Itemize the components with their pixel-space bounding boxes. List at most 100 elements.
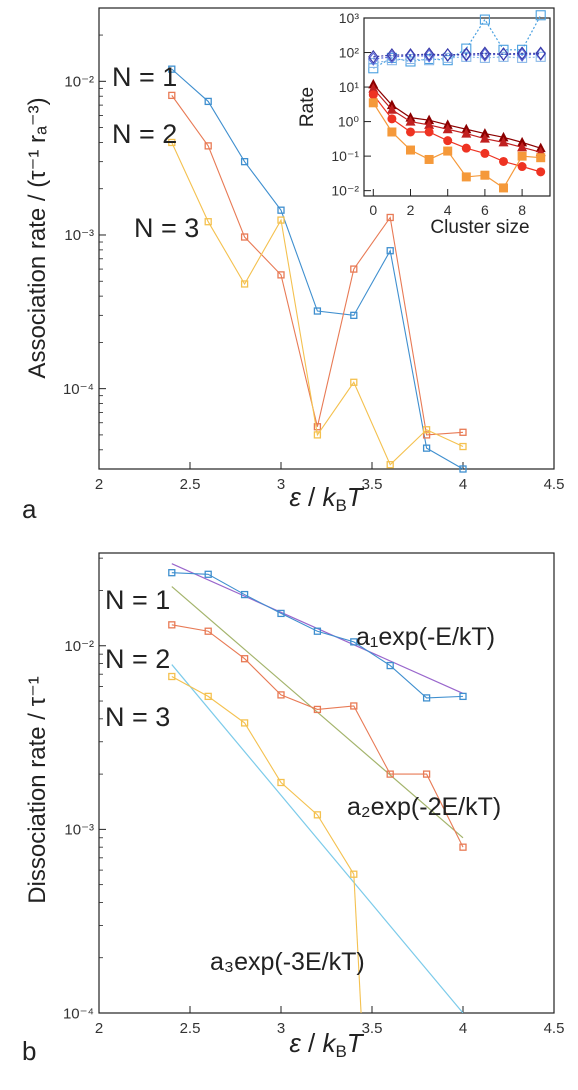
assoc-series-3-point xyxy=(386,461,394,469)
dissoc-series-2-point xyxy=(313,705,322,714)
inset-series-7-line xyxy=(372,94,541,173)
inset-series-8-point xyxy=(480,170,490,180)
inset-series-8-point xyxy=(368,98,378,108)
dissoc-x-tick-label: 2 xyxy=(95,1020,103,1037)
dissoc-series-2-point xyxy=(168,621,176,629)
inset-x-tick-label: 2 xyxy=(407,202,415,218)
inset-series-8-point xyxy=(406,145,415,155)
assoc-x-tick-label: 3 xyxy=(277,476,285,493)
inset-series-4-point xyxy=(442,48,453,62)
inset-series-4-point xyxy=(535,46,546,61)
assoc-series-3-line xyxy=(171,142,464,466)
assoc-x-tick-label: 4.5 xyxy=(544,476,565,493)
dissoc-series-2-point xyxy=(204,627,212,635)
inset-series-8-point xyxy=(424,154,434,164)
inset-y-tick-label: 10¹ xyxy=(339,79,360,95)
inset-series-5-point xyxy=(479,128,490,138)
inset-series-7-point xyxy=(536,167,546,177)
assoc-series-1-point xyxy=(422,444,431,452)
assoc-x-tick-label: 4 xyxy=(459,476,467,493)
dissoc-series-1-point xyxy=(459,692,467,701)
inset-series-8-point xyxy=(499,183,508,193)
assoc-legend-label-2: N = 2 xyxy=(112,119,177,149)
assoc-series-2-line xyxy=(171,95,464,436)
inset-series-6-point xyxy=(368,83,379,93)
dissoc-series-2-point xyxy=(422,770,431,778)
inset-series-6-line xyxy=(372,88,541,153)
panel-a: 10⁻² 10⁻³ 10⁻⁴ 2 2.5 3 3.5 4 4.5 N = 1 N = 2 N = 3 A… xyxy=(24,7,565,515)
dissoc-series-1-point xyxy=(240,590,249,599)
inset-series-1-point xyxy=(461,43,472,54)
dissoc-series-3-point xyxy=(168,672,176,681)
inset-series-5-point xyxy=(498,131,509,142)
inset-series-8-point xyxy=(461,172,471,182)
dissoc-series-1-point xyxy=(422,694,431,702)
assoc-series-3-point xyxy=(204,218,212,226)
assoc-series-2-point xyxy=(350,265,358,273)
inset-series-1-point xyxy=(517,44,528,55)
assoc-series-2-point xyxy=(204,142,212,150)
inset-series-2-line xyxy=(373,56,541,64)
panel-b: 10⁻² 10⁻³ 10⁻⁴2 2.5 3 3.5 4 4.5 N = 1 N = 2 N = 3 a… xyxy=(24,552,565,1061)
inset-series-7-point xyxy=(424,127,434,137)
assoc-series-2-point xyxy=(277,271,285,279)
inset-series-2-point xyxy=(442,52,453,63)
assoc-series-2-point xyxy=(386,213,394,222)
assoc-series-3-point xyxy=(350,378,358,386)
panel-a-label: a xyxy=(22,494,37,524)
inset-y-tick-label: 10⁰ xyxy=(338,113,360,129)
dissoc-series-3-line xyxy=(171,676,355,875)
dissoc-series-3-tail xyxy=(353,874,362,1013)
assoc-series-1-line xyxy=(171,68,464,470)
inset-series-4-point xyxy=(405,48,416,62)
inset-series-8-point xyxy=(387,127,397,137)
inset-series-8-point xyxy=(536,153,546,163)
dissoc-fit-line-3 xyxy=(171,664,464,1013)
dissoc-series-2-point xyxy=(277,691,285,699)
inset-series-3-line xyxy=(373,53,541,60)
assoc-x-tick-label: 2.5 xyxy=(180,476,201,493)
dissoc-fit-label-1: a₁exp(-E/kT) xyxy=(356,623,495,651)
dissoc-series-3-point xyxy=(240,719,249,727)
inset-series-6-point xyxy=(479,133,490,143)
assoc-x-tick-label: 3.5 xyxy=(362,476,383,493)
inset-series-6-point xyxy=(498,136,509,147)
inset-x-tick-label: 0 xyxy=(369,202,377,218)
inset-series-4-point xyxy=(479,46,491,61)
dissoc-x-tick-label: 4.5 xyxy=(544,1020,565,1037)
inset-series-4-point xyxy=(386,48,398,62)
inset-y-tick-label: 10⁻¹ xyxy=(331,148,359,164)
inset-series-7-point xyxy=(480,148,490,158)
dissoc-x-tick-label: 3 xyxy=(277,1020,285,1037)
inset-series-6-point xyxy=(442,123,453,134)
dissoc-legend-label-3: N = 3 xyxy=(105,702,170,732)
assoc-y-tick-label: 10⁻⁴ xyxy=(63,381,94,398)
inset-series-6-point xyxy=(461,128,472,138)
dissoc-series-2-line xyxy=(171,624,464,848)
assoc-legend-label-1: N = 1 xyxy=(112,62,177,92)
dissoc-series-1-point xyxy=(204,570,212,578)
panel-b-label: b xyxy=(22,1036,36,1066)
inset-series-6-point xyxy=(405,116,416,126)
assoc-series-3-point xyxy=(168,138,176,147)
inset-series-4-point xyxy=(461,47,472,62)
inset-series-1-point xyxy=(498,44,509,55)
assoc-x-tick-label: 2 xyxy=(95,476,103,493)
inset-x-tick-label: 4 xyxy=(444,202,452,218)
inset-series-3-point xyxy=(368,52,379,66)
assoc-series-1-point xyxy=(313,307,322,315)
inset-series-5-line xyxy=(372,83,541,149)
dissoc-series-2-point xyxy=(459,843,467,851)
assoc-series-2-point xyxy=(240,233,249,241)
inset-series-8-point xyxy=(517,151,527,161)
inset-series-8-point xyxy=(443,146,453,156)
dissoc-plot-area xyxy=(168,563,467,1013)
assoc-series-3-point xyxy=(313,431,322,439)
assoc-series-2-point xyxy=(313,423,322,431)
inset-series-6-point xyxy=(517,141,528,152)
assoc-series-1-point xyxy=(277,206,285,214)
dissoc-series-1-point xyxy=(313,627,322,635)
inset-y-tick-label: 10³ xyxy=(339,10,360,26)
dissoc-x-tick-label: 4 xyxy=(459,1020,467,1037)
